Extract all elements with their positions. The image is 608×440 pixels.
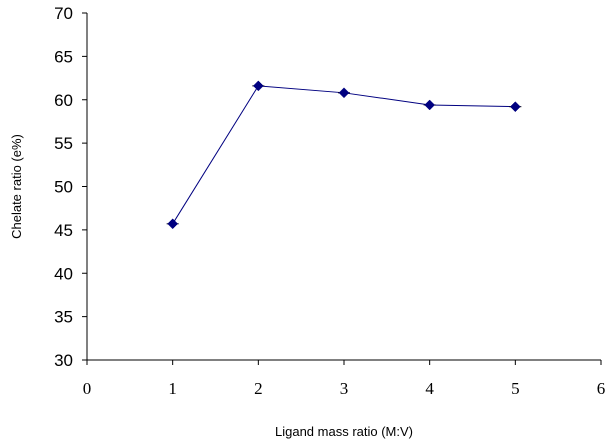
y-tick-label-45: 45 [54,221,73,240]
axes [86,13,601,361]
x-tick-label-1: 1 [168,379,177,398]
data-series [166,80,522,230]
x-tick-label-4: 4 [425,379,434,398]
data-point-2 [252,80,264,92]
x-axis-label: Ligand mass ratio (M:V) [275,424,413,439]
y-tick-label-60: 60 [54,91,73,110]
x-tick-label-6: 6 [597,379,606,398]
y-tick-label-50: 50 [54,178,73,197]
y-tick-label-35: 35 [54,308,73,327]
data-point-3 [338,87,350,99]
data-point-1 [167,218,179,230]
y-tick-label-70: 70 [54,4,73,23]
series-line-0 [172,85,516,225]
y-tick-label-55: 55 [54,134,73,153]
y-tick-label-30: 30 [54,351,73,370]
tick-marks [82,12,602,365]
x-tick-label-2: 2 [254,379,263,398]
data-point-4 [424,99,436,111]
x-tick-label-5: 5 [511,379,520,398]
y-tick-label-65: 65 [54,47,73,66]
data-point-5 [509,101,521,113]
y-axis-label: Chelate ratio (e%) [9,134,24,239]
x-tick-label-3: 3 [340,379,349,398]
x-tick-label-0: 0 [83,379,92,398]
y-tick-label-40: 40 [54,264,73,283]
